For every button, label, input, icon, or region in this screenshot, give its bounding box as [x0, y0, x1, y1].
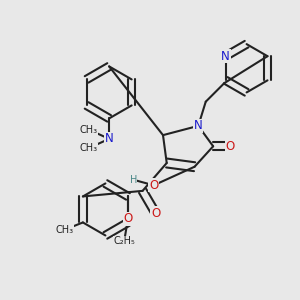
Text: N: N: [194, 119, 203, 132]
Text: O: O: [123, 212, 133, 225]
Text: O: O: [151, 207, 160, 220]
Text: CH₃: CH₃: [55, 225, 74, 235]
Text: O: O: [149, 179, 158, 192]
Text: N: N: [221, 50, 230, 63]
Text: CH₃: CH₃: [80, 143, 98, 153]
Text: N: N: [105, 132, 113, 146]
Text: C₂H₅: C₂H₅: [113, 236, 135, 246]
Text: CH₃: CH₃: [80, 124, 98, 135]
Text: H: H: [130, 175, 137, 185]
Text: O: O: [225, 140, 235, 153]
